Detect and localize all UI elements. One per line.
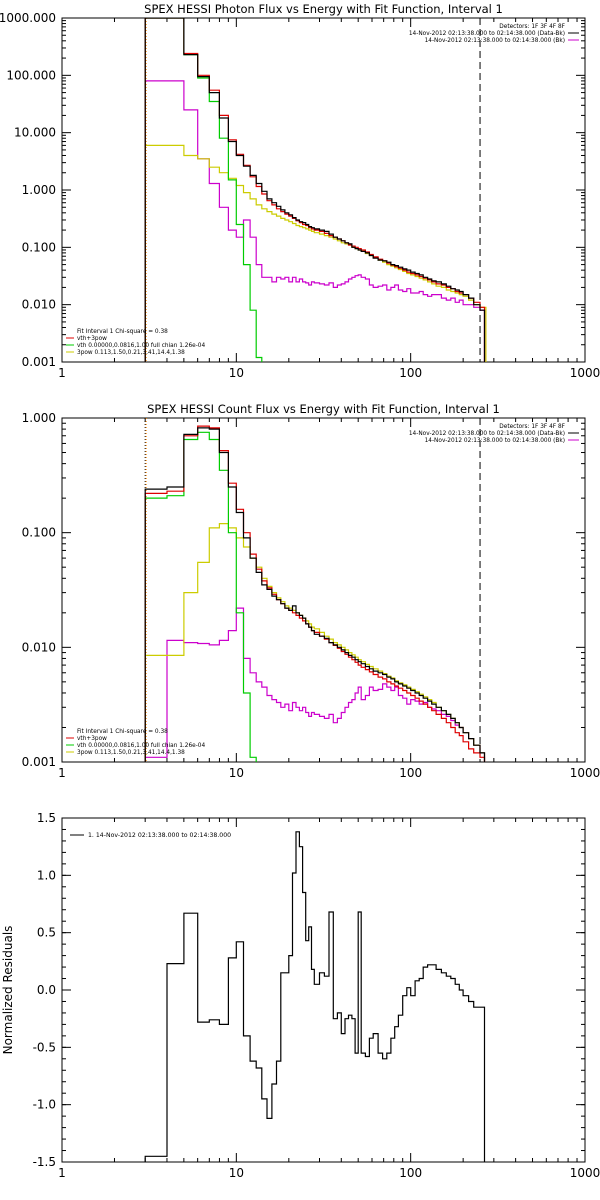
- legend-bottom-left-text: vth+3pow: [77, 336, 107, 342]
- y-tick-label: 10.000: [14, 126, 56, 140]
- x-tick-label: 1000: [570, 1166, 600, 1180]
- y-tick-label: 1.000: [22, 411, 56, 425]
- series-vth+3pow: [144, 18, 486, 362]
- x-tick-label: 1: [58, 366, 66, 380]
- series-3pow: [144, 523, 486, 762]
- y-tick-label: 0.100: [22, 240, 56, 254]
- legend-bottom-left-text: vth 0.00000,0.0816,1.00 full chian 1.26e…: [77, 743, 205, 749]
- x-tick-label: 1000: [570, 366, 600, 380]
- y-tick-label: 0.0: [37, 983, 56, 997]
- legend-top-right-text: 14-Nov-2012 02:13:38.000 to 02:14:38.000…: [425, 38, 565, 44]
- series-data-bk: [144, 18, 486, 362]
- axes-frame: [61, 417, 586, 763]
- y-axis-label: Normalized Residuals: [1, 926, 15, 1055]
- y-tick-label: 1.0: [37, 868, 56, 882]
- x-tick-label: 1000: [570, 766, 600, 780]
- series-bk: [144, 80, 486, 362]
- axes-frame: [61, 17, 586, 363]
- y-tick-label: -1.0: [33, 1098, 56, 1112]
- y-tick-label: 1000.000: [0, 11, 56, 25]
- series-data-bk: [144, 427, 486, 762]
- x-tick-label: 1: [58, 1166, 66, 1180]
- legend-bottom-left-text: Fit Interval 1 Chi-square = 0.38: [77, 729, 168, 735]
- y-tick-label: 0.5: [37, 926, 56, 940]
- chart-2: SPEX HESSI Count Flux vs Energy with Fit…: [22, 402, 600, 780]
- x-tick-label: 100: [399, 366, 422, 380]
- legend-bottom-left-text: vth 0.00000,0.0816,1.00 full chian 1.26e…: [77, 343, 205, 349]
- legend-top-right-text: 14-Nov-2012 02:13:38.000 to 02:14:38.000…: [409, 431, 565, 437]
- series-bk: [144, 607, 486, 762]
- y-tick-label: 0.010: [22, 640, 56, 654]
- x-tick-label: 10: [229, 1166, 244, 1180]
- y-tick-label: 100.000: [6, 68, 56, 82]
- legend-bottom-left-text: 3pow 0.113,1.50,0.21,3.41,14.4,1.38: [77, 350, 185, 356]
- legend-top-right-text: 14-Nov-2012 02:13:38.000 to 02:14:38.000…: [425, 438, 565, 444]
- plot-area: [144, 18, 487, 362]
- y-tick-label: 0.001: [22, 355, 56, 369]
- y-tick-label: -0.5: [33, 1040, 56, 1054]
- legend-bottom-left-text: Fit Interval 1 Chi-square = 0.38: [77, 329, 168, 335]
- x-tick-label: 10: [229, 366, 244, 380]
- x-tick-label: 100: [399, 766, 422, 780]
- y-tick-label: 0.001: [22, 755, 56, 769]
- series-vth: [144, 431, 257, 762]
- legend-top-right-text: Detectors: 1F 3F 4F 8F: [499, 24, 565, 30]
- legend-bottom-left-text: 3pow 0.113,1.50,0.21,3.41,14.4,1.38: [77, 750, 185, 756]
- chart-title: SPEX HESSI Count Flux vs Energy with Fit…: [147, 402, 500, 416]
- x-tick-label: 10: [229, 766, 244, 780]
- chart-1: SPEX HESSI Photon Flux vs Energy with Fi…: [0, 2, 600, 380]
- axes-frame: [61, 817, 586, 1163]
- plot-area: [144, 831, 486, 1162]
- legend-text: 1. 14-Nov-2012 02:13:38.000 to 02:14:38.…: [88, 832, 231, 839]
- y-tick-label: 0.100: [22, 526, 56, 540]
- x-tick-label: 1: [58, 766, 66, 780]
- series-vth+3pow: [144, 425, 486, 762]
- y-tick-label: 0.010: [22, 298, 56, 312]
- x-tick-label: 100: [399, 1166, 422, 1180]
- y-tick-label: -1.5: [33, 1155, 56, 1169]
- series-vth: [144, 18, 263, 362]
- series-residuals: [144, 831, 486, 1162]
- legend-top-right-text: 14-Nov-2012 02:13:38.000 to 02:14:38.000…: [409, 31, 565, 37]
- legend-top-right-text: Detectors: 1F 3F 4F 8F: [499, 424, 565, 430]
- legend-bottom-left-text: vth+3pow: [77, 736, 107, 742]
- y-tick-label: 1.000: [22, 183, 56, 197]
- chart-title: SPEX HESSI Photon Flux vs Energy with Fi…: [144, 2, 503, 16]
- plot-area: [144, 418, 486, 762]
- chart-3: 1 10 100 1000 -1.5 -1.0 -0.5 0.0 0.5 1.0 1.5 Normal…: [1, 811, 600, 1180]
- y-tick-label: 1.5: [37, 811, 56, 825]
